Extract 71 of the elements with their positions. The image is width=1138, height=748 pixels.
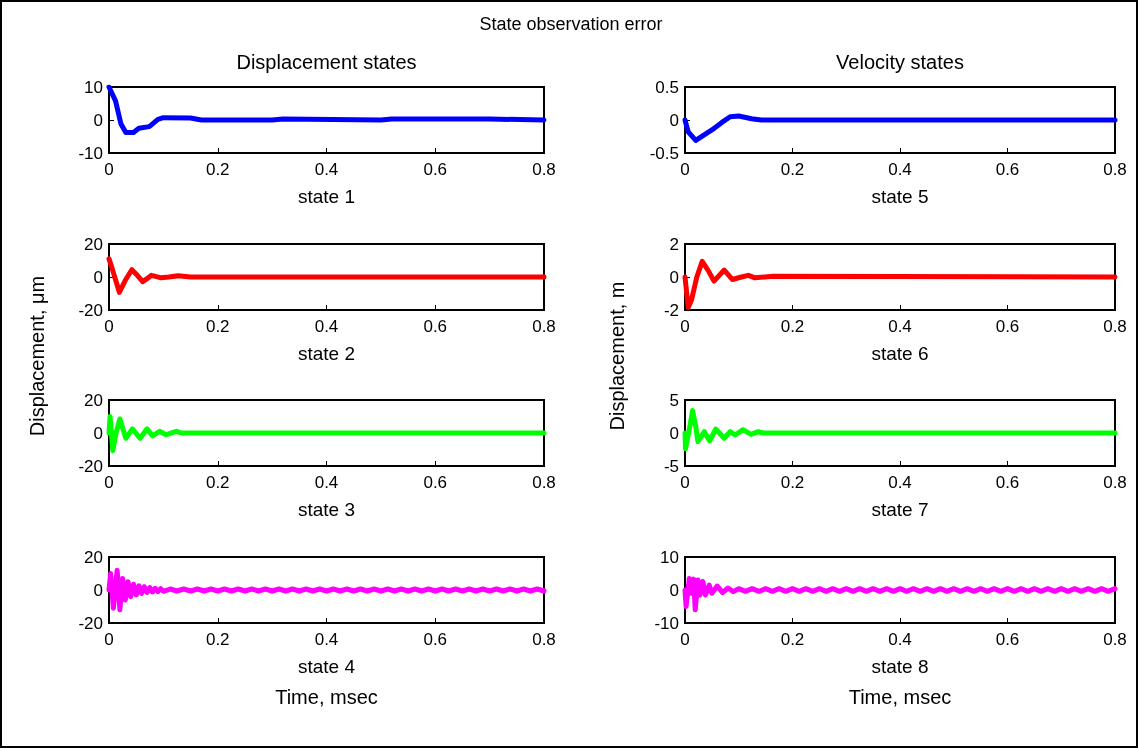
y-tick-label: -0.5 [649,143,679,163]
x-tick-label: 0.8 [532,473,556,492]
chart-title: Displacement states [236,50,417,74]
x-axis-title: state 4 [297,656,356,677]
x-tick-label: 0.6 [423,317,448,336]
x-tick-label: 0.6 [423,630,448,649]
x-tick-label: 0.2 [780,630,805,649]
y-tick-label: 20 [84,390,103,410]
x-tick-label: 0.8 [1103,630,1127,649]
x-tick-label: 0.8 [532,630,556,649]
x-tick-label: 0.8 [532,160,556,179]
y-tick-label: 10 [84,77,103,97]
y-tick-label: 0 [93,580,103,600]
text: Time, msec [275,685,378,709]
x-tick-label: 0.2 [205,473,230,492]
y-tick-label: -2 [663,300,679,320]
x-tick-label: 0.4 [314,317,339,336]
y-tick-label: 0 [93,423,103,443]
x-tick-label: 0.6 [423,160,448,179]
x-tick-label: 0.2 [780,473,805,492]
x-tick-label: 0.6 [423,473,448,492]
x-tick-label: 0.2 [205,160,230,179]
y-axis-title: Displacement, m [605,281,629,430]
text: Time, msec [848,685,952,709]
x-tick-label: 0.4 [888,473,912,492]
x-tick-label: 0.6 [995,317,1020,336]
x-tick-label: 0.6 [995,473,1020,492]
y-tick-label: 0 [669,580,679,600]
x-tick-label: 0.8 [1103,160,1127,179]
y-tick-label: -5 [663,456,679,476]
y-axis-title: Displacement, μm [25,275,49,436]
y-tick-label: 0 [669,110,679,130]
y-tick-label: -10 [654,613,679,633]
y-tick-label: -20 [78,613,103,633]
x-axis-title: state 7 [871,499,929,520]
y-tick-label: 0 [669,423,679,443]
x-tick-label: 0.8 [1103,473,1127,492]
x-axis-title: state 5 [871,186,929,207]
y-tick-label: 5 [669,390,679,410]
y-tick-label: -20 [78,456,103,476]
x-axis-title: state 8 [871,656,929,677]
y-tick-label: 0 [93,110,103,130]
x-tick-label: 0.4 [888,630,912,649]
x-tick-label: 0.2 [205,317,230,336]
text: State observation error [479,13,663,35]
x-tick-label: 0.4 [888,317,912,336]
x-tick-label: 0.2 [780,317,805,336]
x-axis-title: state 2 [297,343,356,364]
y-tick-label: 10 [660,547,679,567]
x-tick-label: 0.4 [314,630,339,649]
y-tick-label: -10 [78,143,103,163]
y-tick-label: 0.5 [655,77,679,97]
x-tick-label: 0.2 [780,160,805,179]
x-tick-label: 0.8 [1103,317,1127,336]
x-axis-title: state 3 [297,499,356,520]
y-tick-label: 0 [93,267,103,287]
x-tick-label: 0.6 [995,160,1020,179]
x-tick-label: 0.4 [888,160,912,179]
x-axis-title: state 1 [297,186,356,207]
x-tick-label: 0.8 [532,317,556,336]
x-tick-label: 0.4 [314,473,339,492]
x-tick-label: 0.4 [314,160,339,179]
x-tick-label: 0.2 [205,630,230,649]
y-tick-label: 0 [669,267,679,287]
x-tick-label: 0.6 [995,630,1020,649]
y-tick-label: 2 [669,234,679,254]
y-tick-label: 20 [84,234,103,254]
y-tick-label: 20 [84,547,103,567]
y-tick-label: -20 [78,300,103,320]
x-axis-title: state 6 [871,343,929,364]
chart-title: Velocity states [836,50,964,74]
